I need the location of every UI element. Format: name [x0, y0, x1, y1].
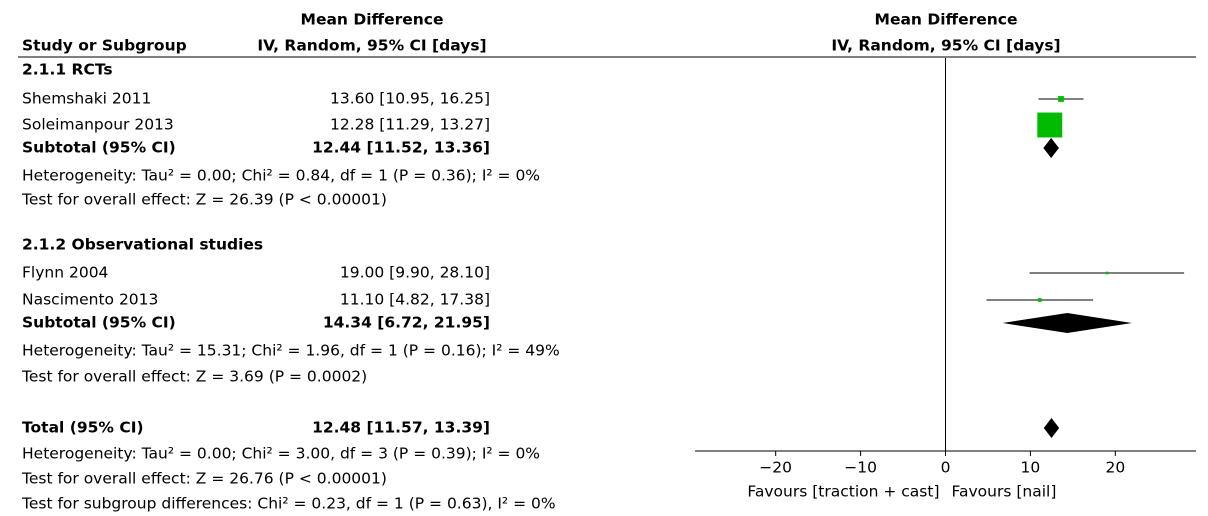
study-name: Nascimento 2013	[22, 291, 158, 309]
header: Mean Difference	[875, 11, 1018, 29]
study-estimate: 12.28 [11.29, 13.27]	[330, 116, 490, 134]
x-tick-label: 0	[941, 459, 951, 477]
pooled-diamond	[1002, 313, 1132, 333]
pooled-estimate: 14.34 [6.72, 21.95]	[323, 314, 490, 332]
study-name: Shemshaki 2011	[22, 90, 151, 108]
study-estimate: 11.10 [4.82, 17.38]	[340, 291, 490, 309]
overall-effect: Test for overall effect: Z = 26.76 (P < …	[21, 470, 387, 488]
header: Mean Difference	[301, 11, 444, 29]
pooled-name: Subtotal (95% CI)	[22, 314, 176, 332]
pooled-diamond	[1043, 418, 1060, 438]
study-estimate: 19.00 [9.90, 28.10]	[340, 264, 490, 282]
overall-effect: Test for overall effect: Z = 3.69 (P = 0…	[21, 368, 367, 386]
subgroup-differences: Test for subgroup differences: Chi² = 0.…	[21, 495, 556, 513]
header: Study or Subgroup	[22, 37, 187, 55]
subgroup-title: 2.1.1 RCTs	[22, 61, 113, 79]
pooled-name: Subtotal (95% CI)	[22, 139, 176, 157]
header: IV, Random, 95% CI [days]	[831, 37, 1060, 55]
heterogeneity: Heterogeneity: Tau² = 0.00; Chi² = 0.84,…	[22, 167, 540, 185]
study-square	[1058, 96, 1064, 102]
study-square	[1037, 112, 1063, 138]
pooled-diamond	[1043, 138, 1059, 158]
favours-left: Favours [traction + cast]	[747, 483, 939, 501]
study-square	[1037, 298, 1042, 302]
pooled-estimate: 12.44 [11.52, 13.36]	[312, 139, 490, 157]
heterogeneity: Heterogeneity: Tau² = 15.31; Chi² = 1.96…	[22, 342, 560, 360]
overall-effect: Test for overall effect: Z = 26.39 (P < …	[21, 191, 387, 209]
study-name: Flynn 2004	[22, 264, 108, 282]
x-tick-label: 10	[1021, 459, 1041, 477]
heterogeneity: Heterogeneity: Tau² = 0.00; Chi² = 3.00,…	[22, 445, 540, 463]
subgroup-title: 2.1.2 Observational studies	[22, 236, 263, 254]
x-tick-label: −10	[844, 459, 877, 477]
study-name: Soleimanpour 2013	[22, 116, 174, 134]
pooled-estimate: 12.48 [11.57, 13.39]	[312, 419, 490, 437]
x-tick-label: −20	[759, 459, 792, 477]
pooled-name: Total (95% CI)	[22, 419, 144, 437]
header: IV, Random, 95% CI [days]	[257, 37, 486, 55]
favours-right: Favours [nail]	[952, 483, 1057, 501]
study-estimate: 13.60 [10.95, 16.25]	[330, 90, 490, 108]
study-square	[1105, 271, 1109, 275]
x-tick-label: 20	[1105, 459, 1125, 477]
